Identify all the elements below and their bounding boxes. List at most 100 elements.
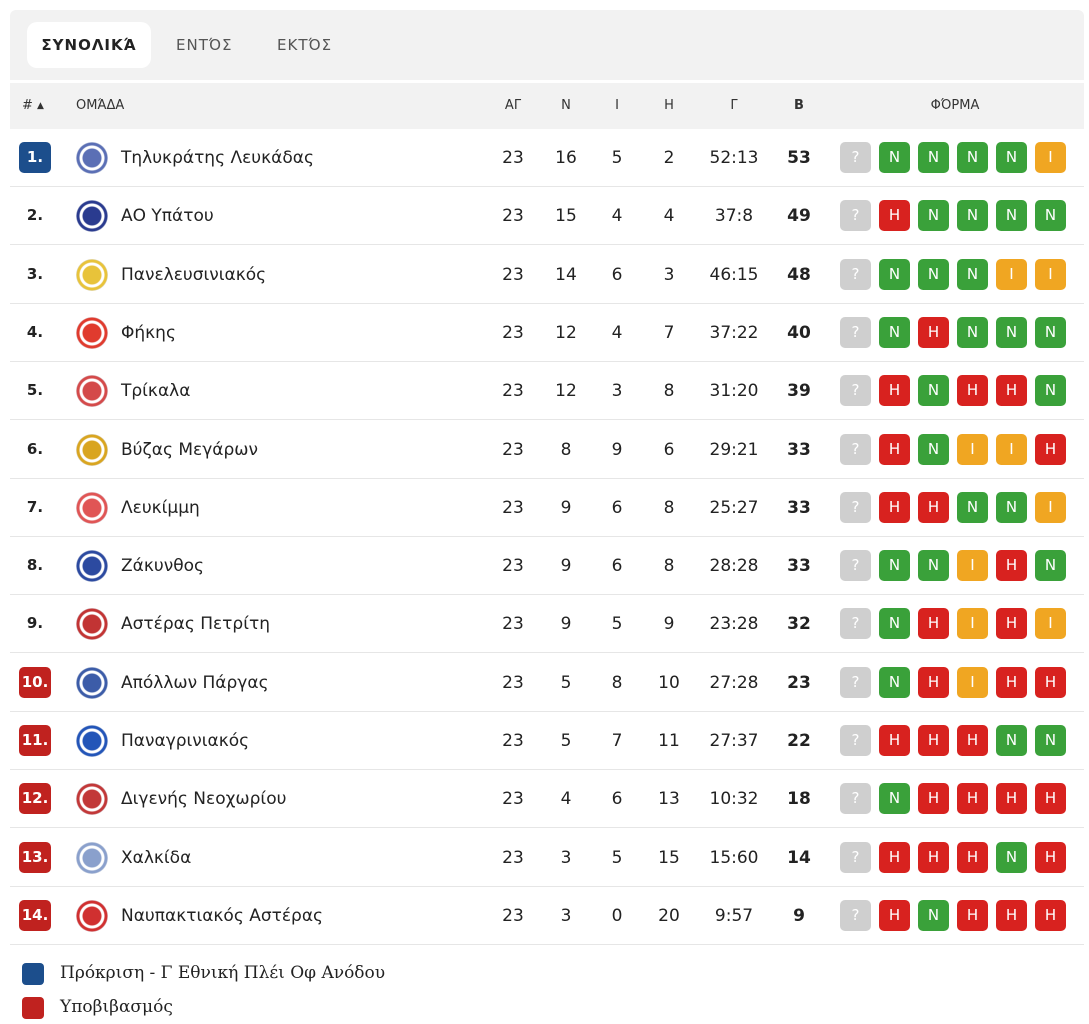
- table-row[interactable]: 4. Φήκης 23 12 4 7 37:22 40? N H N N N: [10, 304, 1084, 362]
- table-row[interactable]: 9. Αστέρας Πετρίτη 23 9 5 9 23:28 32? N H I H I: [10, 595, 1084, 654]
- form-result-badge[interactable]: H: [879, 899, 910, 931]
- header-drawn[interactable]: Ι: [615, 98, 619, 113]
- table-row[interactable]: 14. Ναυπακτιακός Αστέρας 23 3 0 20 9:57 9? H N H H H: [10, 887, 1084, 945]
- table-row[interactable]: 12. Διγενής Νεοχωρίου 23 4 6 13 10:32 18? N H H H H: [10, 770, 1084, 829]
- tab-away[interactable]: ΕΚΤΌΣ: [277, 36, 333, 54]
- table-row[interactable]: 5. Τρίκαλα 23 12 3 8 31:20 39? H N H H N: [10, 362, 1084, 421]
- team-name[interactable]: Απόλλων Πάργας: [121, 672, 269, 693]
- form-result-badge[interactable]: N: [996, 316, 1027, 348]
- form-result-badge[interactable]: H: [1035, 433, 1066, 465]
- team-name[interactable]: Ναυπακτιακός Αστέρας: [121, 905, 324, 926]
- header-played[interactable]: ΑΓ: [504, 98, 522, 113]
- form-result-badge[interactable]: N: [918, 899, 949, 931]
- table-row[interactable]: 3. Πανελευσινιακός 23 14 6 3 46:15 48? N N N I I: [10, 246, 1084, 304]
- form-result-badge[interactable]: H: [1035, 666, 1066, 698]
- form-result-badge[interactable]: H: [879, 200, 910, 232]
- form-result-badge[interactable]: N: [996, 841, 1027, 873]
- form-result-badge[interactable]: N: [996, 142, 1027, 173]
- form-result-badge[interactable]: N: [879, 142, 910, 173]
- team-name[interactable]: Παναγρινιακός: [121, 731, 250, 751]
- form-result-badge[interactable]: N: [1035, 200, 1066, 232]
- form-result-badge[interactable]: I: [1035, 491, 1066, 523]
- form-result-badge[interactable]: H: [996, 899, 1027, 931]
- form-unknown-badge[interactable]: ?: [840, 666, 871, 698]
- form-result-badge[interactable]: I: [957, 666, 988, 698]
- team-name[interactable]: Λευκίμμη: [121, 497, 200, 518]
- form-result-badge[interactable]: N: [879, 550, 910, 582]
- table-row[interactable]: 7. Λευκίμμη 23 9 6 8 25:27 33? H H N N I: [10, 479, 1084, 537]
- form-unknown-badge[interactable]: ?: [840, 899, 871, 931]
- form-result-badge[interactable]: H: [918, 316, 949, 348]
- form-result-badge[interactable]: H: [996, 783, 1027, 815]
- form-unknown-badge[interactable]: ?: [840, 316, 871, 348]
- form-result-badge[interactable]: N: [957, 316, 988, 348]
- form-unknown-badge[interactable]: ?: [840, 608, 871, 640]
- form-unknown-badge[interactable]: ?: [840, 725, 871, 756]
- form-result-badge[interactable]: N: [996, 200, 1027, 232]
- form-result-badge[interactable]: N: [918, 258, 949, 290]
- form-result-badge[interactable]: H: [996, 608, 1027, 640]
- team-name[interactable]: Τηλυκράτης Λευκάδας: [121, 148, 314, 168]
- form-result-badge[interactable]: H: [996, 375, 1027, 407]
- form-unknown-badge[interactable]: ?: [840, 200, 871, 232]
- team-name[interactable]: Χαλκίδα: [121, 847, 192, 868]
- form-result-badge[interactable]: H: [918, 725, 949, 756]
- tab-home[interactable]: ΕΝΤΌΣ: [176, 36, 233, 54]
- form-result-badge[interactable]: N: [957, 258, 988, 290]
- form-result-badge[interactable]: N: [879, 316, 910, 348]
- form-result-badge[interactable]: H: [1035, 899, 1066, 931]
- form-result-badge[interactable]: H: [879, 725, 910, 756]
- form-result-badge[interactable]: N: [1035, 375, 1066, 407]
- form-unknown-badge[interactable]: ?: [840, 433, 871, 465]
- form-result-badge[interactable]: N: [918, 433, 949, 465]
- form-result-badge[interactable]: I: [957, 550, 988, 582]
- form-result-badge[interactable]: I: [1035, 608, 1066, 640]
- form-result-badge[interactable]: H: [918, 666, 949, 698]
- form-result-badge[interactable]: H: [918, 841, 949, 873]
- form-result-badge[interactable]: I: [957, 433, 988, 465]
- table-row[interactable]: 10. Απόλλων Πάργας 23 5 8 10 27:28 23? N H I H H: [10, 654, 1084, 712]
- team-name[interactable]: Διγενής Νεοχωρίου: [121, 789, 287, 810]
- header-goals[interactable]: Γ: [730, 98, 738, 113]
- form-unknown-badge[interactable]: ?: [840, 491, 871, 523]
- form-result-badge[interactable]: N: [879, 258, 910, 290]
- form-result-badge[interactable]: N: [957, 142, 988, 173]
- header-points[interactable]: Β: [794, 98, 804, 113]
- form-result-badge[interactable]: N: [996, 725, 1027, 756]
- table-row[interactable]: 1. Τηλυκράτης Λευκάδας 23 16 5 2 52:13 53? N N N N I: [10, 129, 1084, 187]
- header-won[interactable]: Ν: [561, 98, 571, 113]
- form-result-badge[interactable]: N: [957, 491, 988, 523]
- form-result-badge[interactable]: H: [879, 433, 910, 465]
- form-unknown-badge[interactable]: ?: [840, 783, 871, 815]
- form-result-badge[interactable]: H: [957, 783, 988, 815]
- form-unknown-badge[interactable]: ?: [840, 142, 871, 173]
- form-result-badge[interactable]: N: [996, 491, 1027, 523]
- team-name[interactable]: Φήκης: [121, 322, 176, 343]
- form-result-badge[interactable]: H: [918, 783, 949, 815]
- form-result-badge[interactable]: N: [918, 142, 949, 173]
- team-name[interactable]: Τρίκαλα: [121, 381, 191, 402]
- sort-arrow-icon[interactable]: ▲: [37, 101, 44, 111]
- form-result-badge[interactable]: N: [879, 608, 910, 640]
- team-name[interactable]: ΑΟ Υπάτου: [121, 206, 214, 227]
- tab-overall[interactable]: ΣΥΝΟΛΙΚΆ: [27, 22, 151, 68]
- header-rank[interactable]: #: [22, 98, 33, 113]
- form-result-badge[interactable]: H: [957, 375, 988, 407]
- form-result-badge[interactable]: H: [879, 491, 910, 523]
- form-result-badge[interactable]: I: [957, 608, 988, 640]
- form-result-badge[interactable]: H: [918, 608, 949, 640]
- form-result-badge[interactable]: H: [1035, 783, 1066, 815]
- team-name[interactable]: Βύζας Μεγάρων: [121, 439, 258, 460]
- form-result-badge[interactable]: N: [1035, 725, 1066, 756]
- table-row[interactable]: 13. Χαλκίδα 23 3 5 15 15:60 14? H H H N H: [10, 829, 1084, 887]
- form-unknown-badge[interactable]: ?: [840, 550, 871, 582]
- table-row[interactable]: 6. Βύζας Μεγάρων 23 8 9 6 29:21 33? H N I I H: [10, 421, 1084, 479]
- form-result-badge[interactable]: H: [996, 666, 1027, 698]
- team-name[interactable]: Πανελευσινιακός: [121, 264, 267, 285]
- form-result-badge[interactable]: N: [918, 550, 949, 582]
- form-result-badge[interactable]: I: [1035, 142, 1066, 173]
- form-unknown-badge[interactable]: ?: [840, 841, 871, 873]
- form-result-badge[interactable]: N: [957, 200, 988, 232]
- table-row[interactable]: 2. ΑΟ Υπάτου 23 15 4 4 37:8 49? H N N N N: [10, 187, 1084, 246]
- table-row[interactable]: 11. Παναγρινιακός 23 5 7 11 27:37 22? H H H N N: [10, 712, 1084, 770]
